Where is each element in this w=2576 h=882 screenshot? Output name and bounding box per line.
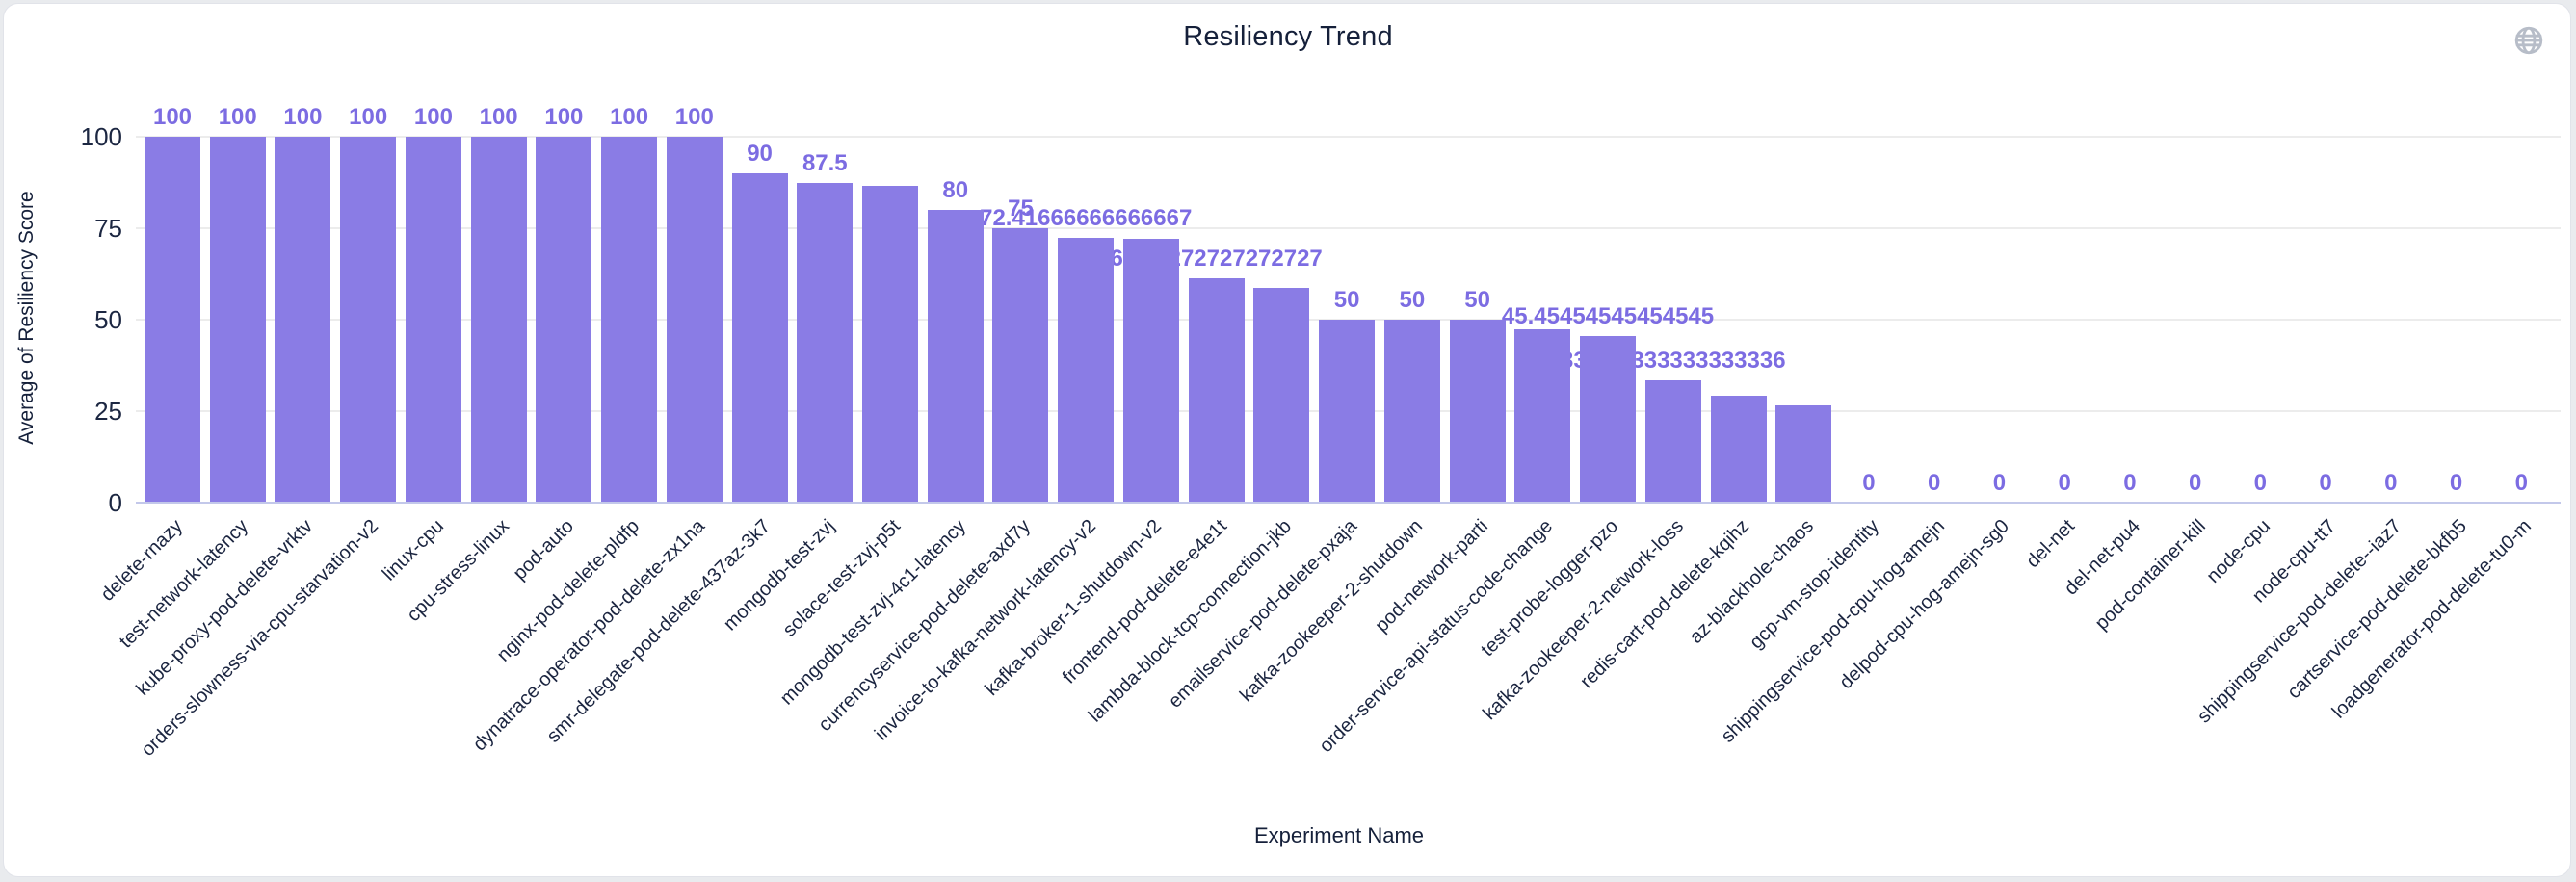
bar-value-label: 100: [152, 104, 193, 130]
bar-lambda-block-tcp-connection-jkb[interactable]: [1253, 288, 1310, 503]
bar-value-label: 80: [942, 177, 969, 203]
bar-value-label: 100: [349, 104, 388, 130]
bar-value-label: 100: [479, 104, 518, 130]
bar-value-label: 72.41666666666667: [980, 204, 1193, 231]
bar-frontend-pod-delete-e4e1t[interactable]: [1188, 278, 1245, 503]
gridline: [136, 227, 2561, 229]
bar-value-label: 0: [1862, 470, 1876, 496]
bar-nginx-pod-delete-pldfp[interactable]: [601, 137, 658, 503]
bar-value-label: 100: [218, 104, 257, 130]
bar-value-label: 50: [1464, 287, 1490, 313]
bar-value-label: 0: [1992, 470, 2007, 496]
bar-value-label: 100: [610, 104, 649, 130]
chart-title: Resiliency Trend: [1183, 21, 1393, 52]
bar-value-label: 50: [1399, 287, 1426, 313]
y-tick-label: 100: [80, 122, 122, 151]
bar-linux-cpu[interactable]: [405, 137, 461, 503]
bar-value-label: 0: [1928, 470, 1941, 496]
bar-value-label: 0: [2123, 470, 2137, 496]
bar-value-label: 100: [413, 104, 453, 130]
bar-value-label: 100: [544, 104, 584, 130]
bar-invoice-to-kafka-network-latency-v2[interactable]: [1058, 237, 1115, 503]
bar-value-label: 90: [747, 141, 773, 167]
bar-cpu-stress-linux[interactable]: [470, 137, 527, 503]
bar-orders-slowness-via-cpu-starvation-v2[interactable]: [340, 137, 397, 503]
bar-order-service-api-status-code-change[interactable]: [1514, 328, 1571, 503]
x-axis-title: Experiment Name: [1253, 823, 1425, 847]
bar-emailservice-pod-delete-pxaja[interactable]: [1319, 320, 1376, 503]
bar-value-label: 0: [2253, 470, 2268, 496]
bar-currencyservice-pod-delete-axd7y[interactable]: [992, 228, 1049, 503]
bar-redis-cart-pod-delete-kqihz[interactable]: [1710, 396, 1767, 503]
bar-kafka-zookeeper-2-network-loss[interactable]: [1644, 380, 1701, 503]
y-tick-label: 50: [94, 305, 122, 334]
bar-delete-rnazy[interactable]: [145, 137, 200, 503]
bar-value-label: 0: [2384, 470, 2398, 496]
bar-value-label: 87.5: [802, 149, 848, 176]
globe-icon[interactable]: [2512, 24, 2545, 57]
bar-value-label: 100: [283, 104, 323, 130]
bar-test-probe-logger-pzo[interactable]: [1580, 336, 1637, 503]
bar-kafka-zookeeper-2-shutdown[interactable]: [1383, 320, 1440, 503]
bar-pod-network-parti[interactable]: [1449, 320, 1506, 503]
bar-value-label: 0: [2449, 470, 2463, 496]
bar-value-label: 0: [2188, 470, 2202, 496]
y-tick-label: 0: [108, 488, 122, 517]
y-tick-label: 75: [94, 214, 122, 243]
x-axis-line: [136, 502, 2561, 504]
bar-value-label: 0: [2514, 470, 2528, 496]
bar-smr-delegate-pod-delete-437az-3k7[interactable]: [731, 173, 788, 503]
bar-dynatrace-operator-pod-delete-zx1na[interactable]: [666, 137, 723, 503]
bar-kube-proxy-pod-delete-vrktv[interactable]: [275, 137, 331, 503]
bar-pod-auto[interactable]: [536, 137, 592, 503]
bar-value-label: 50: [1333, 287, 1360, 313]
bar-az-blackhole-chaos[interactable]: [1775, 405, 1832, 503]
bar-value-label: 100: [674, 104, 714, 130]
bar-mongodb-test-zvj-4c1-latency[interactable]: [927, 210, 984, 503]
bar-kafka-broker-1-shutdown-v2[interactable]: [1122, 239, 1179, 503]
bar-value-label: 0: [2319, 470, 2332, 496]
bar-value-label: 45.45454545454545: [1501, 303, 1715, 330]
bar-mongodb-test-zvj[interactable]: [797, 182, 854, 503]
bar-value-label: 0: [2058, 470, 2071, 496]
gridline: [136, 136, 2561, 138]
y-tick-label: 25: [94, 397, 122, 426]
bar-test-network-latency[interactable]: [209, 137, 266, 503]
bar-solace-test-zvj-p5t[interactable]: [862, 185, 919, 503]
bar-value-label: 75: [1008, 195, 1034, 221]
